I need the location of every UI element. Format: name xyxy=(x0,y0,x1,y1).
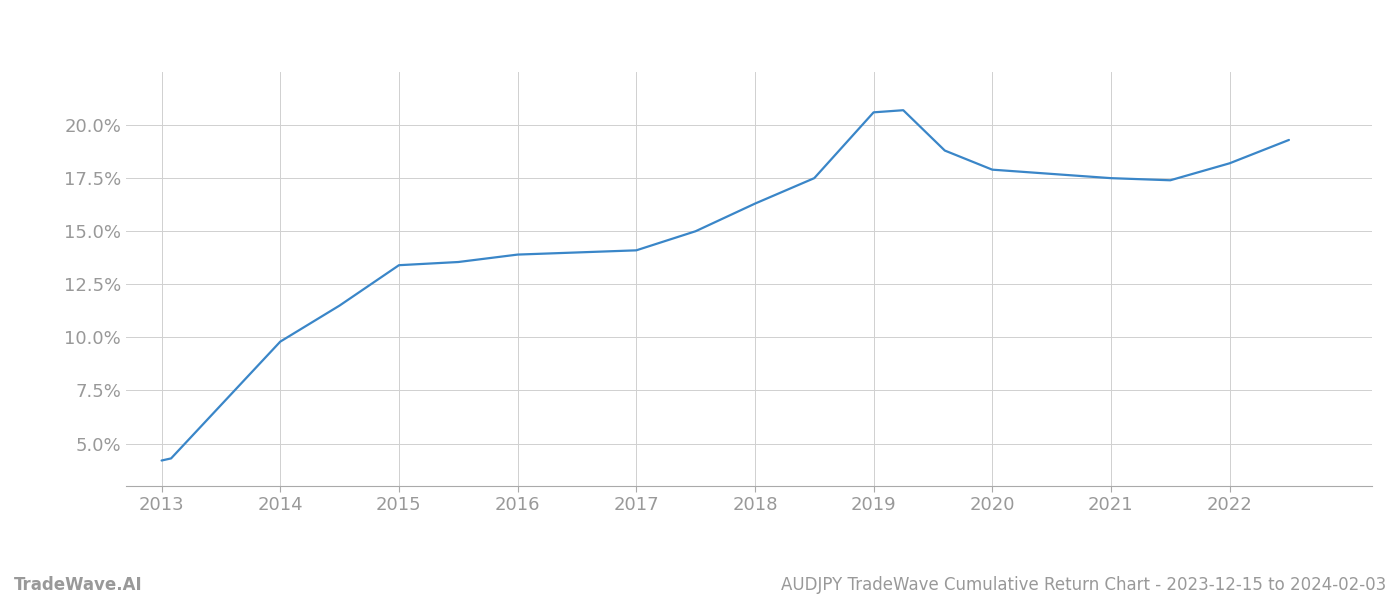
Text: AUDJPY TradeWave Cumulative Return Chart - 2023-12-15 to 2024-02-03: AUDJPY TradeWave Cumulative Return Chart… xyxy=(781,576,1386,594)
Text: TradeWave.AI: TradeWave.AI xyxy=(14,576,143,594)
